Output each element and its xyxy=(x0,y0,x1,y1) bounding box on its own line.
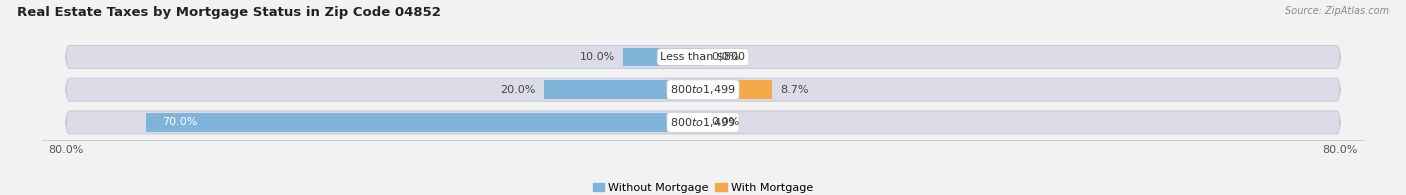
Text: 0.0%: 0.0% xyxy=(711,52,740,62)
Text: Real Estate Taxes by Mortgage Status in Zip Code 04852: Real Estate Taxes by Mortgage Status in … xyxy=(17,6,440,19)
FancyBboxPatch shape xyxy=(66,46,1340,68)
Text: Less than $800: Less than $800 xyxy=(661,52,745,62)
Text: 10.0%: 10.0% xyxy=(581,52,616,62)
Legend: Without Mortgage, With Mortgage: Without Mortgage, With Mortgage xyxy=(588,179,818,195)
Bar xyxy=(703,80,772,99)
Text: Source: ZipAtlas.com: Source: ZipAtlas.com xyxy=(1285,6,1389,16)
Text: $800 to $1,499: $800 to $1,499 xyxy=(671,116,735,129)
Bar xyxy=(623,48,703,66)
Bar xyxy=(146,113,703,132)
Text: 0.0%: 0.0% xyxy=(711,117,740,127)
Text: 20.0%: 20.0% xyxy=(501,85,536,95)
Bar xyxy=(544,80,703,99)
Text: $800 to $1,499: $800 to $1,499 xyxy=(671,83,735,96)
FancyBboxPatch shape xyxy=(66,111,1340,134)
Text: 8.7%: 8.7% xyxy=(780,85,808,95)
FancyBboxPatch shape xyxy=(66,78,1340,101)
Text: 70.0%: 70.0% xyxy=(162,117,197,127)
